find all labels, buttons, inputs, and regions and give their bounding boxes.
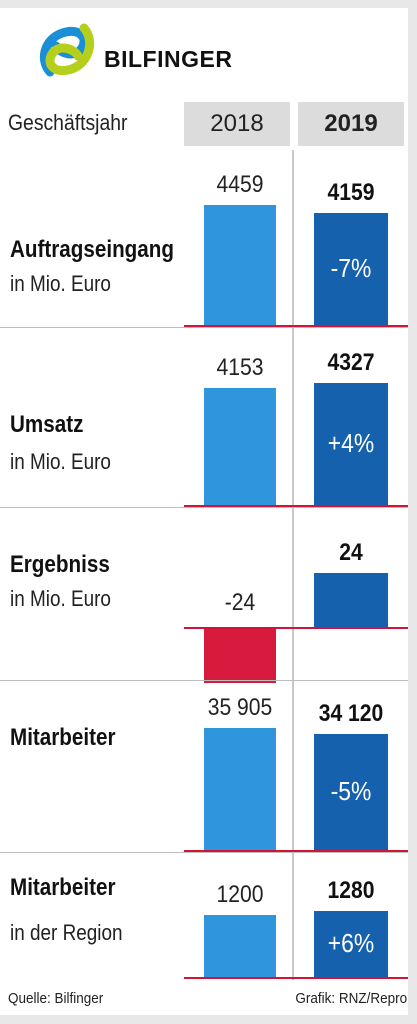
baseline-axis bbox=[184, 505, 408, 507]
credit-note: Grafik: RNZ/Repro bbox=[295, 990, 407, 1007]
row-subtitle: in Mio. Euro bbox=[10, 586, 111, 611]
row-title: Umsatz bbox=[10, 411, 84, 438]
baseline-axis bbox=[184, 325, 408, 327]
row-title: Mitarbeiter bbox=[10, 724, 116, 751]
data-label-2019: 24 bbox=[339, 539, 363, 566]
change-label: -7% bbox=[330, 253, 372, 284]
data-label-2018: 4153 bbox=[216, 353, 264, 381]
bar-2019 bbox=[314, 734, 388, 850]
change-label: -5% bbox=[330, 776, 372, 807]
row-title: Mitarbeiter bbox=[10, 874, 116, 901]
data-label-2018: -24 bbox=[224, 589, 256, 616]
baseline-axis bbox=[184, 850, 408, 852]
bilfinger-logo-icon bbox=[40, 23, 95, 77]
row-subtitle: in Mio. Euro bbox=[10, 449, 111, 474]
baseline-axis bbox=[184, 977, 408, 979]
infographic-card bbox=[0, 8, 408, 1015]
data-label-2019: 4327 bbox=[327, 348, 375, 376]
bar-2018 bbox=[204, 387, 276, 505]
row-separator bbox=[0, 852, 408, 853]
data-label-2019: 34 120 bbox=[318, 700, 384, 728]
year-header-2018: 2018 bbox=[184, 102, 290, 146]
data-label-2019: 1280 bbox=[327, 877, 375, 904]
row-title: Ergebniss bbox=[10, 551, 110, 578]
row-subtitle: in Mio. Euro bbox=[10, 271, 111, 296]
data-label-2018: 1200 bbox=[216, 881, 264, 909]
column-divider bbox=[292, 150, 294, 980]
bar-2019 bbox=[314, 382, 388, 505]
fiscal-year-label: Geschäftsjahr bbox=[8, 110, 128, 135]
data-label-2018: 35 905 bbox=[207, 694, 273, 721]
bar-2018 bbox=[204, 205, 276, 325]
bar-2018 bbox=[204, 629, 276, 683]
row-separator bbox=[0, 680, 408, 681]
year-header-2019: 2019 bbox=[298, 102, 404, 146]
baseline-axis bbox=[184, 627, 408, 629]
source-note: Quelle: Bilfinger bbox=[8, 990, 104, 1007]
bar-2019 bbox=[314, 573, 388, 627]
row-separator bbox=[0, 507, 408, 508]
bar-2018 bbox=[204, 915, 276, 977]
bar-2019 bbox=[314, 213, 388, 325]
row-title: Auftragseingang bbox=[10, 236, 174, 263]
row-subtitle: in der Region bbox=[10, 920, 123, 945]
brand-name: BILFINGER bbox=[104, 46, 233, 72]
bar-2018 bbox=[204, 728, 276, 850]
bar-2019 bbox=[314, 911, 388, 977]
data-label-2019: 4159 bbox=[327, 179, 375, 207]
row-separator bbox=[0, 327, 408, 328]
data-label-2018: 4459 bbox=[216, 171, 264, 198]
change-label: +6% bbox=[327, 928, 375, 958]
change-label: +4% bbox=[327, 427, 375, 458]
